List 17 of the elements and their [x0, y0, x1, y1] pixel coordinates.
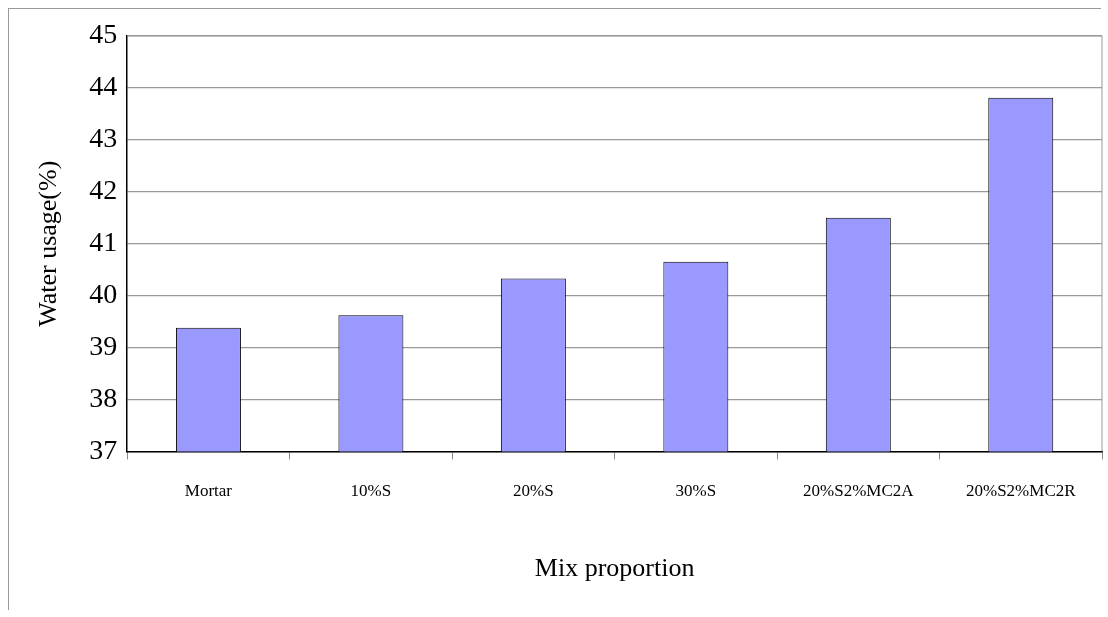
- x-tick-label: Mortar: [184, 481, 233, 501]
- y-tick-label: 39: [89, 329, 118, 361]
- x-tick-label: 30%S: [675, 481, 717, 501]
- y-tick-label: 45: [89, 18, 118, 50]
- x-tick-label: 20%S2%MC2R: [965, 481, 1077, 501]
- y-tick-label: 44: [89, 70, 118, 102]
- y-tick-label: 37: [89, 433, 118, 465]
- y-tick-label: 42: [89, 174, 118, 206]
- y-tick-label: 40: [89, 277, 118, 309]
- x-tick-label: 20%S: [513, 481, 554, 501]
- y-tick-label: 43: [89, 122, 118, 154]
- x-axis-title: Mix proportion: [534, 553, 695, 583]
- y-tick-label: 38: [89, 381, 118, 413]
- y-axis-title: Water usage(%): [33, 160, 63, 327]
- x-tick-label: 10%S: [350, 481, 392, 501]
- x-tick-label: 20%S2%MC2A: [803, 481, 915, 501]
- y-tick-label: 41: [89, 226, 118, 258]
